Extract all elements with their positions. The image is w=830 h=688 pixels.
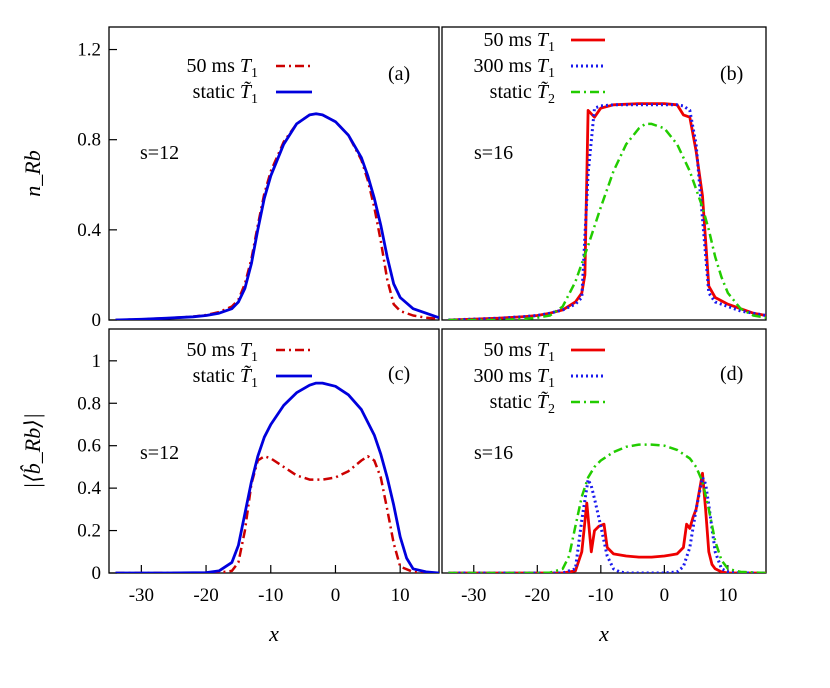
- panel-label: (d): [720, 363, 743, 385]
- legend-label: 50 ms T1: [484, 29, 555, 55]
- y-tick-label: 0.4: [77, 220, 101, 241]
- series-group-b: [448, 102, 766, 320]
- x-axis-label: x: [268, 621, 279, 646]
- x-tick-label: 10: [391, 585, 410, 606]
- legend-label: 300 ms T1: [474, 365, 555, 391]
- y-axis-label: |⟨b̂_Rb⟩|: [20, 413, 45, 489]
- x-tick-label: 0: [660, 585, 670, 606]
- legend-label: 50 ms T1: [187, 339, 258, 365]
- series-line: [448, 102, 766, 320]
- series-line: [448, 471, 766, 573]
- legend-label: 50 ms T1: [187, 55, 258, 81]
- x-tick-label: -10: [258, 585, 283, 606]
- series-group-d: [448, 443, 766, 573]
- x-tick-label: 10: [718, 585, 737, 606]
- y-tick-label: 0.2: [77, 521, 101, 542]
- y-tick-label: 0.6: [77, 436, 101, 457]
- panel-label: (b): [720, 63, 743, 85]
- plot-frame-b: [441, 26, 767, 321]
- legend-label: static T̃1: [193, 80, 258, 107]
- legend-label: static T̃2: [490, 390, 555, 417]
- x-tick-label: -20: [525, 585, 550, 606]
- series-line: [448, 103, 766, 320]
- y-tick-label: 0.4: [77, 478, 101, 499]
- legend-label: static T̃2: [490, 80, 555, 107]
- legend-label: 300 ms T1: [474, 55, 555, 81]
- series-group-c: [115, 381, 439, 573]
- legend-label: static T̃1: [193, 364, 258, 391]
- x-tick-label: -10: [588, 585, 613, 606]
- panel-label: (a): [388, 63, 410, 85]
- y-tick-label: 0: [92, 563, 102, 584]
- panel-c: 0 0.2 0.4 0.6 0.8 1 -30 -20 -10 0 10 50 ms T1static…: [20, 328, 440, 646]
- y-tick-label: 1: [92, 351, 102, 372]
- x-tick-label: -30: [129, 585, 154, 606]
- parameter-annotation: s=16: [474, 142, 513, 164]
- plot-frame-c: [108, 328, 440, 574]
- y-tick-label: 0.8: [77, 393, 101, 414]
- x-tick-label: 0: [331, 585, 341, 606]
- series-line: [115, 112, 439, 320]
- x-tick-label: -30: [461, 585, 486, 606]
- parameter-annotation: s=12: [140, 142, 179, 164]
- series-line: [448, 476, 766, 573]
- plot-frame-a: [108, 26, 440, 321]
- parameter-annotation: s=12: [140, 442, 179, 464]
- x-axis-label: x: [598, 621, 609, 646]
- series-line: [115, 381, 439, 573]
- plot-frame-d: [441, 328, 767, 574]
- panel-label: (c): [388, 363, 410, 385]
- series-line: [115, 455, 439, 573]
- series-line: [448, 122, 766, 320]
- y-tick-label: 0: [92, 310, 102, 331]
- legend-label: 50 ms T1: [484, 339, 555, 365]
- y-axis-label: n_Rb: [20, 150, 45, 196]
- y-tick-label: 1.2: [77, 40, 101, 61]
- y-tick-label: 0.8: [77, 130, 101, 151]
- series-line: [448, 443, 766, 573]
- x-tick-label: -20: [193, 585, 218, 606]
- parameter-annotation: s=16: [474, 442, 513, 464]
- series-group-a: [115, 112, 439, 320]
